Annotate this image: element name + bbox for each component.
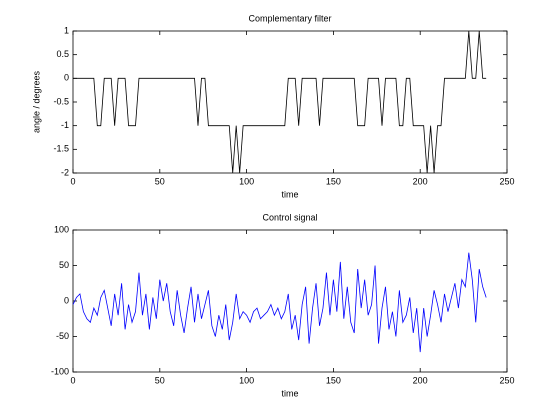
y-tick-label: 0 (64, 73, 69, 83)
x-tick-label: 250 (499, 176, 514, 186)
y-tick-label: 0.5 (56, 49, 69, 59)
x-tick-label: 0 (70, 176, 75, 186)
x-tick-label: 150 (326, 176, 341, 186)
axes-box (72, 229, 508, 373)
axes-title: Complementary filter (248, 13, 331, 23)
y-tick-label: -1.5 (53, 144, 69, 154)
x-tick-label: 100 (239, 375, 254, 385)
x-tick-label: 50 (155, 375, 165, 385)
x-tick-label: 50 (155, 176, 165, 186)
y-tick-label: 50 (59, 260, 69, 270)
x-axis-label: time (281, 388, 298, 398)
y-tick-label: 0 (64, 295, 69, 305)
x-tick-label: 250 (499, 375, 514, 385)
x-tick-label: 200 (413, 176, 428, 186)
x-axis-label: time (281, 189, 298, 199)
axes-box (72, 30, 508, 174)
x-tick-label: 150 (326, 375, 341, 385)
y-axis-label: angle / degrees (31, 70, 41, 133)
axes-title: Control signal (262, 212, 317, 222)
data-line (73, 30, 487, 174)
x-tick-label: 0 (70, 375, 75, 385)
data-line (72, 252, 487, 353)
y-tick-label: -1 (61, 120, 69, 130)
x-tick-label: 100 (239, 176, 254, 186)
y-tick-label: -0.5 (53, 96, 69, 106)
x-tick-label: 200 (413, 375, 428, 385)
y-tick-label: -50 (56, 331, 69, 341)
y-tick-label: -100 (51, 366, 69, 376)
y-tick-label: 100 (54, 224, 69, 234)
y-tick-label: 1 (64, 25, 69, 35)
y-tick-label: -2 (61, 167, 69, 177)
